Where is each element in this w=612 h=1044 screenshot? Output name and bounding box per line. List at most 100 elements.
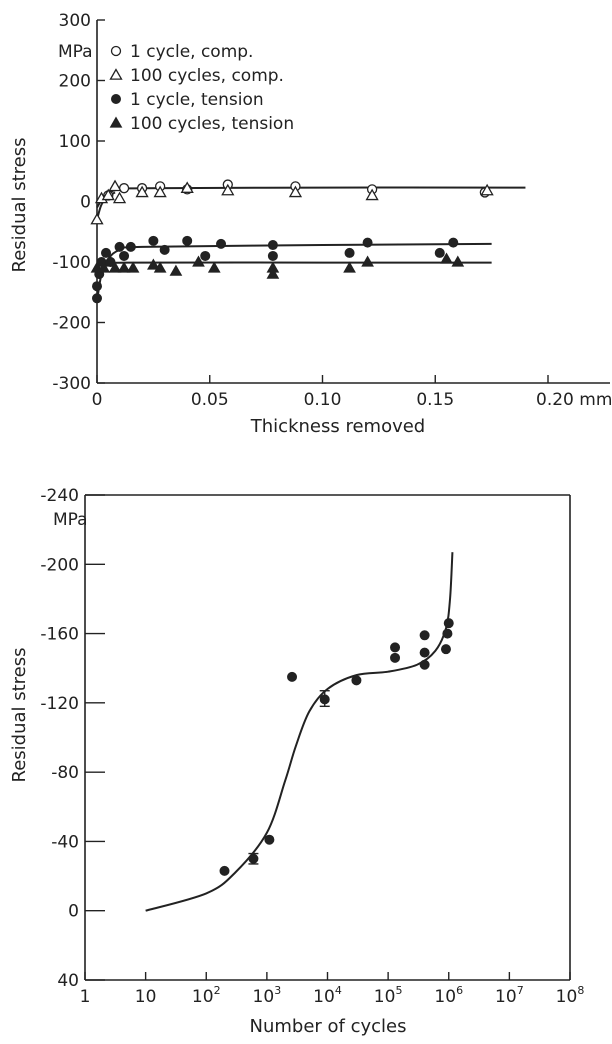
- data-point-series-3: [344, 247, 355, 258]
- x-tick-label-exponent: 4: [335, 984, 342, 997]
- data-point: [440, 644, 451, 655]
- y-tick-label: 100: [59, 132, 91, 152]
- data-point-series-3: [200, 250, 211, 261]
- x-tick-label-base: 10: [434, 987, 456, 1007]
- data-point-series-3: [216, 238, 227, 249]
- data-point-series-3: [448, 237, 459, 248]
- chart1-markers: [90, 179, 494, 304]
- legend-label-4: 100 cycles, tension: [130, 114, 294, 134]
- data-point-series-3: [92, 293, 102, 304]
- x-tick-label-base: 10: [495, 987, 517, 1007]
- data-point-series-4: [147, 258, 160, 270]
- data-point-series-2: [135, 185, 149, 198]
- data-point-series-3: [434, 247, 445, 258]
- y-tick-label: -200: [52, 314, 91, 334]
- data-point-series-4: [207, 261, 221, 273]
- x-tick-label: 106: [434, 984, 463, 1007]
- x-tick-label: 105: [374, 984, 403, 1007]
- data-point-series-4: [117, 261, 131, 273]
- legend-label-2: 100 cycles, comp.: [130, 66, 284, 86]
- legend-marker-3: [111, 94, 121, 104]
- data-point-series-4: [126, 261, 140, 273]
- y-tick-label: -240: [40, 486, 79, 506]
- data-point-series-4: [440, 252, 453, 264]
- data-point: [442, 628, 453, 639]
- legend-marker-2: [109, 68, 123, 80]
- data-point: [248, 853, 259, 864]
- x-tick-label: 0.05: [191, 390, 229, 410]
- y-tick-label: -200: [40, 555, 79, 575]
- x-tick-label-base: 10: [135, 987, 157, 1007]
- data-point-series-4: [108, 261, 122, 273]
- data-point-series-3: [267, 240, 278, 251]
- legend-label-1: 1 cycle, comp.: [130, 42, 253, 62]
- x-tick-label-base: 1: [80, 987, 91, 1007]
- data-point-series-3: [148, 235, 159, 246]
- chart1-legend: 1 cycle, comp. 100 cycles, comp. 1 cycle, …: [109, 42, 294, 134]
- data-point-series-3: [119, 250, 130, 261]
- y-tick-label: -160: [40, 625, 79, 645]
- x-tick-label: 10: [135, 987, 157, 1007]
- data-point: [419, 647, 430, 658]
- x-tick-label-base: 10: [556, 987, 578, 1007]
- data-point-series-3: [182, 235, 193, 246]
- data-point: [219, 865, 230, 876]
- data-point-series-2: [288, 185, 303, 198]
- y-tick-label: -100: [52, 253, 91, 273]
- y-tick-label: -80: [51, 763, 79, 783]
- data-point-series-3: [362, 237, 373, 248]
- y-tick-label: 300: [59, 11, 91, 31]
- data-point-series-3: [114, 241, 125, 252]
- y-unit-label: MPa: [53, 510, 88, 530]
- data-point-series-3: [92, 281, 102, 292]
- data-point-series-3: [125, 241, 136, 252]
- data-point-series-2: [108, 179, 122, 192]
- x-axis-title: Thickness removed: [250, 416, 425, 437]
- x-tick-label-base: 10: [253, 987, 275, 1007]
- data-point: [390, 652, 401, 663]
- x-tick-label-exponent: 7: [517, 984, 524, 997]
- x-tick-label: 102: [192, 984, 221, 1007]
- x-tick-label-base: 10: [313, 987, 335, 1007]
- data-point: [351, 675, 362, 686]
- data-point-series-2: [153, 185, 167, 198]
- x-tick-label-exponent: 2: [214, 984, 221, 997]
- x-tick-label-exponent: 8: [577, 984, 584, 997]
- data-point-series-2: [180, 181, 194, 193]
- data-point: [287, 671, 298, 682]
- data-point-series-4: [361, 255, 374, 267]
- y-tick-label: 0: [80, 193, 91, 213]
- x-tick-label-base: 10: [374, 987, 396, 1007]
- x-tick-label-exponent: 6: [456, 984, 463, 997]
- y-axis-title: Residual stress: [9, 647, 30, 782]
- x-tick-label: 0.10: [304, 390, 342, 410]
- data-point-series-4: [343, 261, 356, 273]
- data-point-series-2: [365, 188, 379, 201]
- data-point: [319, 694, 330, 705]
- y-tick-label: -40: [51, 832, 79, 852]
- data-point-series-2: [221, 183, 235, 196]
- y-tick-label: 0: [68, 902, 79, 922]
- legend-label-3: 1 cycle, tension: [130, 90, 264, 110]
- y-tick-label: 40: [57, 971, 79, 991]
- y-unit-label: MPa: [58, 42, 93, 62]
- data-point-series-3: [267, 250, 278, 261]
- data-point-series-1: [118, 183, 130, 194]
- data-point-series-2: [480, 183, 494, 196]
- data-point-series-4: [153, 261, 167, 273]
- chart1-fit-curves: [96, 186, 526, 302]
- x-tick-label: 107: [495, 984, 524, 1007]
- data-point-series-4: [104, 255, 117, 267]
- data-point: [419, 630, 430, 641]
- data-point: [443, 618, 454, 629]
- data-point: [419, 659, 430, 670]
- data-point-series-4: [266, 267, 280, 279]
- y-axis-title: Residual stress: [9, 137, 30, 272]
- fit-curve: [145, 552, 454, 912]
- x-tick-label: 103: [253, 984, 282, 1007]
